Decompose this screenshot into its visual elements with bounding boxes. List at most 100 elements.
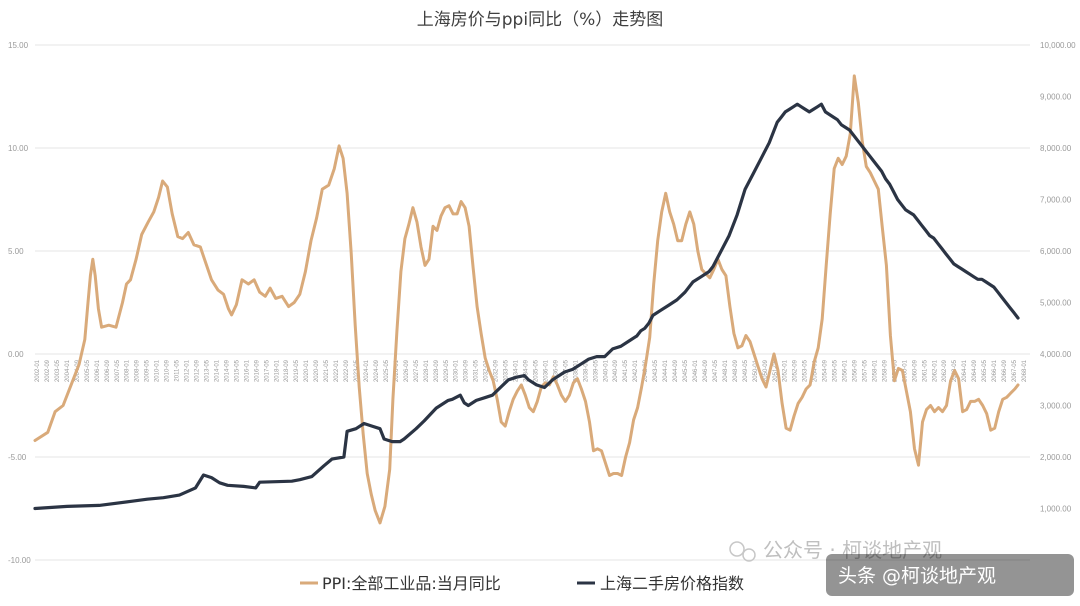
- x-tick-label: 2014-09: [224, 359, 230, 382]
- x-tick-label: 2026-09: [404, 359, 410, 382]
- x-tick-label: 2007-05: [115, 359, 121, 382]
- y-left-tick-label: 15.00: [8, 41, 29, 50]
- x-tick-label: 2060-01: [902, 359, 908, 382]
- x-tick-label: 2024-09: [374, 359, 380, 382]
- x-tick-label: 2035-05: [533, 359, 539, 382]
- x-tick-label: 2028-09: [434, 359, 440, 382]
- x-tick-label: 2056-01: [843, 359, 849, 382]
- x-tick-label: 2058-01: [872, 359, 878, 382]
- x-tick-label: 2056-09: [853, 359, 859, 382]
- x-tick-label: 2050-09: [763, 359, 769, 382]
- x-tick-label: 2004-01: [65, 359, 71, 382]
- y-right-tick-label: 10,000.00: [1040, 41, 1076, 50]
- x-tick-label: 2046-09: [703, 359, 709, 382]
- x-tick-label: 2051-05: [773, 359, 779, 382]
- x-tick-label: 2022-01: [334, 359, 340, 382]
- x-tick-label: 2041-05: [623, 359, 629, 382]
- x-tick-label: 2048-01: [723, 359, 729, 382]
- x-tick-label: 2040-09: [613, 359, 619, 382]
- x-tick-label: 2060-09: [912, 359, 918, 382]
- x-tick-label: 2026-01: [394, 359, 400, 382]
- x-tick-label: 2005-05: [85, 359, 91, 382]
- x-tick-label: 2038-09: [583, 359, 589, 382]
- x-tick-label: 2055-05: [833, 359, 839, 382]
- x-tick-label: 2044-09: [673, 359, 679, 382]
- x-tick-label: 2050-01: [753, 359, 759, 382]
- x-tick-label: 2018-09: [284, 359, 290, 382]
- y-right-tick-label: 7,000.00: [1040, 196, 1072, 205]
- x-tick-label: 2033-05: [504, 359, 510, 382]
- y-left-tick-label: -10.00: [8, 556, 31, 565]
- y-right-tick-label: 9,000.00: [1040, 93, 1072, 102]
- x-tick-label: 2014-01: [214, 359, 220, 382]
- watermark-badge: [826, 554, 1074, 596]
- wechat-icon: [729, 541, 756, 562]
- x-tick-label: 2064-01: [962, 359, 968, 382]
- chart-title: 上海房价与ppi同比（%）走势图: [417, 10, 663, 30]
- x-tick-label: 2040-01: [603, 359, 609, 382]
- x-tick-label: 2042-01: [633, 359, 639, 382]
- y-right-tick-label: 1,000.00: [1040, 505, 1072, 514]
- x-tick-label: 2006-09: [105, 359, 111, 382]
- y-right-tick-label: 3,000.00: [1040, 402, 1072, 411]
- x-tick-label: 2021-05: [324, 359, 330, 382]
- y-right-tick-label: 4,000.00: [1040, 350, 1072, 359]
- y-left-tick-label: 5.00: [8, 247, 24, 256]
- legend: PPI:全部工业品:当月同比 上海二手房价格指数: [300, 574, 744, 593]
- x-tick-label: 2036-09: [553, 359, 559, 382]
- x-tick-label: 2008-09: [135, 359, 141, 382]
- grid: [35, 44, 1030, 561]
- x-tick-label: 2003-05: [55, 359, 61, 382]
- x-tick-label: 2030-01: [454, 359, 460, 382]
- x-tick-label: 2028-01: [424, 359, 430, 382]
- x-tick-label: 2044-01: [663, 359, 669, 382]
- x-tick-label: 2016-09: [254, 359, 260, 382]
- x-tick-label: 2067-05: [1012, 359, 1018, 382]
- x-tick-label: 2065-05: [982, 359, 988, 382]
- x-tick-label: 2032-01: [484, 359, 490, 382]
- x-axis: 2002-01 2002-09 2003-05 2004-01 2004-09 2005-…: [35, 359, 1028, 382]
- y-right-axis: 10,000.00 9,000.00 8,000.00 7,000.00 6,000.0…: [1040, 41, 1076, 514]
- x-tick-label: 2054-01: [813, 359, 819, 382]
- x-tick-label: 2025-05: [384, 359, 390, 382]
- y-left-axis: 15.00 10.00 5.00 0.00 -5.00 -10.00: [8, 41, 31, 565]
- x-tick-label: 2002-01: [35, 359, 41, 382]
- y-right-tick-label: 6,000.00: [1040, 247, 1072, 256]
- x-tick-label: 2010-09: [165, 359, 171, 382]
- x-tick-label: 2034-09: [524, 359, 530, 382]
- y-right-tick-label: 8,000.00: [1040, 144, 1072, 153]
- watermark-text: 公众号 · 柯谈地产观: [763, 538, 942, 562]
- y-left-tick-label: 10.00: [8, 144, 29, 153]
- x-tick-label: 2019-05: [294, 359, 300, 382]
- series-line-ppi: [33, 74, 1020, 525]
- x-tick-label: 2013-05: [204, 359, 210, 382]
- legend-label-index: 上海二手房价格指数: [600, 574, 744, 593]
- x-tick-label: 2012-09: [195, 359, 201, 382]
- x-tick-label: 2068-01: [1022, 359, 1028, 382]
- x-tick-label: 2052-01: [783, 359, 789, 382]
- series-layer: [33, 74, 1020, 525]
- y-left-tick-label: 0.00: [8, 350, 24, 359]
- x-tick-label: 2053-05: [803, 359, 809, 382]
- x-tick-label: 2024-01: [364, 359, 370, 382]
- x-tick-label: 2011-05: [175, 359, 181, 381]
- x-tick-label: 2012-01: [185, 359, 191, 382]
- y-right-tick-label: 5,000.00: [1040, 299, 1072, 308]
- x-tick-label: 2062-01: [932, 359, 938, 382]
- x-tick-label: 2020-09: [314, 359, 320, 382]
- x-tick-label: 2049-05: [743, 359, 749, 382]
- x-tick-label: 2057-05: [862, 359, 868, 382]
- x-tick-label: 2020-01: [304, 359, 310, 382]
- x-tick-label: 2017-05: [264, 359, 270, 382]
- x-tick-label: 2036-01: [543, 359, 549, 382]
- x-tick-label: 2010-01: [155, 359, 161, 382]
- x-tick-label: 2027-05: [414, 359, 420, 382]
- x-tick-label: 2058-09: [882, 359, 888, 382]
- x-tick-label: 2048-09: [733, 359, 739, 382]
- series-line-housing-index: [33, 102, 1020, 511]
- y-right-tick-label: 2,000.00: [1040, 453, 1072, 462]
- x-tick-label: 2043-05: [653, 359, 659, 382]
- x-tick-label: 2034-01: [514, 359, 520, 382]
